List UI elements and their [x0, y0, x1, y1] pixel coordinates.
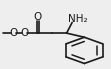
Text: O: O — [20, 28, 29, 38]
Text: O: O — [9, 28, 17, 38]
Text: NH₂: NH₂ — [68, 14, 87, 24]
Text: O: O — [34, 12, 42, 22]
